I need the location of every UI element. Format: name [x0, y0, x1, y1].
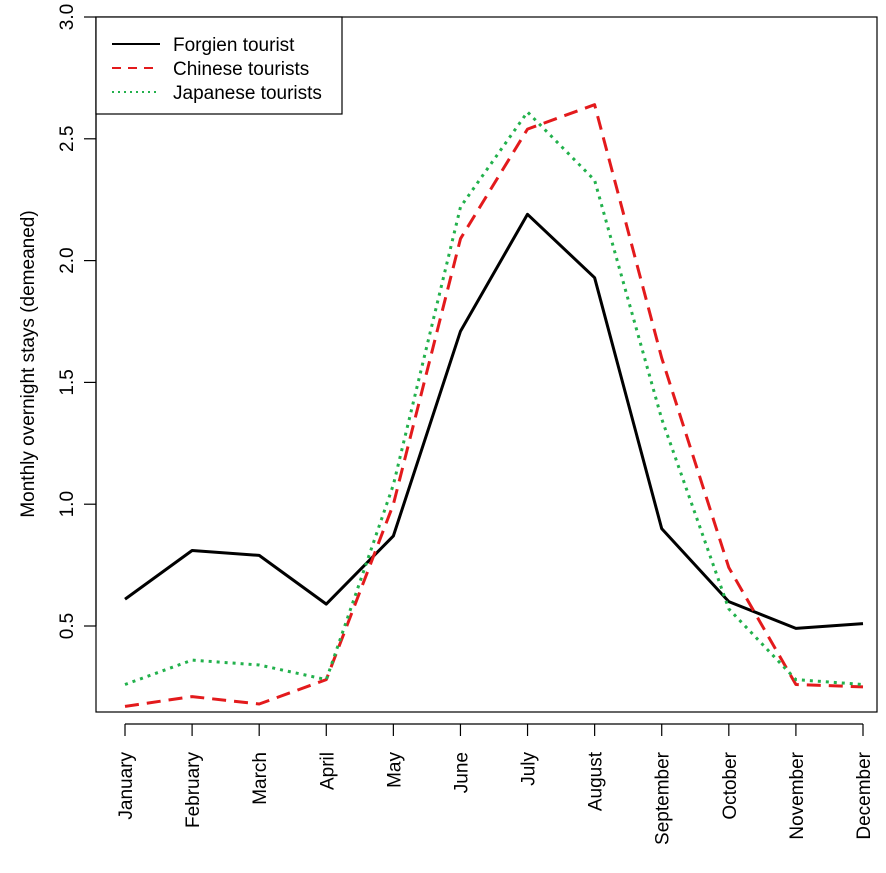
y-axis: 0.5 1.0 1.5 2.0 2.5 3.0	[57, 4, 97, 639]
x-tick-label: December	[854, 751, 875, 839]
y-tick-label: 2.5	[57, 126, 78, 152]
x-tick-label: March	[250, 752, 271, 805]
y-tick-label: 1.0	[57, 491, 78, 517]
y-axis-title: Monthly overnight stays (demeaned)	[18, 210, 39, 517]
series-line-3	[124, 110, 864, 686]
y-tick-label: 3.0	[57, 4, 78, 30]
series-layer	[124, 103, 864, 708]
plot-frame	[95, 16, 878, 713]
x-tick-label: April	[317, 752, 338, 790]
legend-box	[95, 16, 343, 115]
x-tick-label: November	[787, 751, 808, 839]
series-line-1	[124, 212, 864, 630]
legend-label: Forgien tourist	[173, 35, 295, 56]
legend-label: Japanese tourists	[173, 83, 322, 104]
legend-label: Chinese tourists	[173, 59, 309, 80]
y-tick-label: 2.0	[57, 247, 78, 273]
x-tick-label: May	[384, 752, 405, 788]
x-tick-label: August	[586, 751, 607, 811]
y-tick-label: 1.5	[57, 369, 78, 395]
x-tick-label: July	[519, 752, 540, 786]
series-line-2	[124, 103, 864, 708]
x-tick-label: October	[720, 751, 741, 819]
x-tick-label: January	[116, 752, 137, 820]
x-tick-label: June	[451, 752, 472, 793]
x-axis: January February March April May June July Augu…	[116, 723, 875, 845]
x-tick-label: February	[183, 752, 204, 829]
legend: Forgien tourist Chinese tourists Japanese …	[95, 16, 343, 115]
y-tick-label: 0.5	[57, 613, 78, 639]
x-tick-label: September	[653, 751, 674, 845]
